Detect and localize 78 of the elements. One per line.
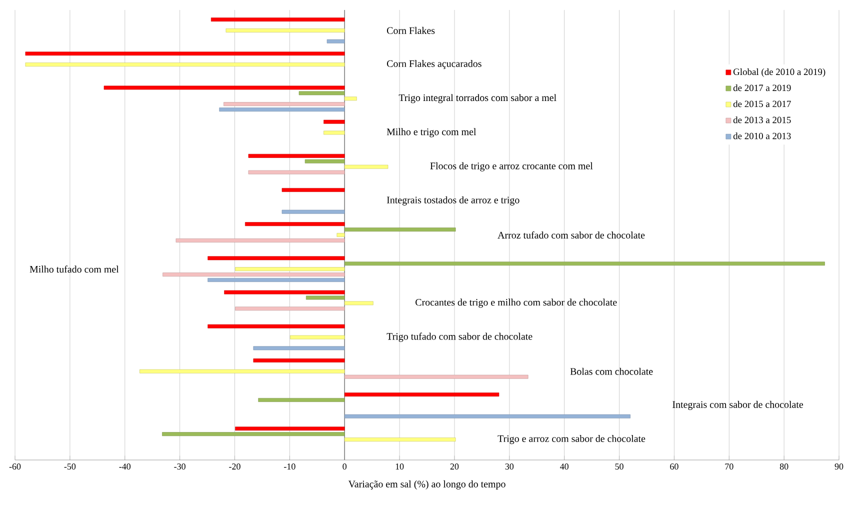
bar xyxy=(224,102,345,106)
bar xyxy=(306,296,345,300)
bar xyxy=(344,262,825,266)
bar xyxy=(104,86,345,90)
y-tick-label: Flocos de trigo e arroz crocante com mel xyxy=(430,162,593,172)
x-tick-label: 50 xyxy=(615,464,624,470)
y-tick-label: Crocantes de trigo e milho com sabor de chocolate xyxy=(416,298,617,308)
bar xyxy=(245,222,345,226)
y-tick-label: Corn Flakes xyxy=(386,26,435,34)
bar xyxy=(235,306,345,311)
x-tick-label: 30 xyxy=(505,464,514,470)
x-tick-label: -30 xyxy=(174,464,186,470)
bar xyxy=(258,398,345,402)
bar xyxy=(253,358,345,362)
x-tick-label: -20 xyxy=(229,464,240,470)
y-tick-label: Milho e trigo com mel xyxy=(386,128,476,138)
legend-label: de 2015 a 2017 xyxy=(733,100,791,108)
y-tick-label: Corn Flakes açucarados xyxy=(386,60,482,70)
bar xyxy=(25,52,345,56)
bar xyxy=(162,272,345,276)
legend-label: Global (de 2010 a 2019) xyxy=(733,68,826,77)
y-tick-label: Milho tufado com mel xyxy=(30,266,119,273)
bar xyxy=(344,392,500,396)
bar xyxy=(324,130,345,135)
bar xyxy=(344,414,630,418)
y-tick-label: Integrais tostados de arroz e trigo xyxy=(386,196,520,206)
y-tick-label: Arroz tufado com sabor de chocolate xyxy=(498,231,645,239)
bar xyxy=(336,233,345,237)
x-tick-label: 40 xyxy=(560,464,568,470)
bar xyxy=(226,28,345,32)
bar xyxy=(344,438,456,442)
x-tick-label: 90 xyxy=(834,464,844,470)
y-tick-label: Bolas com chocolate xyxy=(570,368,653,375)
x-tick-label: 20 xyxy=(450,464,459,470)
y-tick-label: Integrais com sabor de chocolate xyxy=(672,400,804,410)
x-tick-label: -50 xyxy=(64,464,76,470)
x-tick-label: 60 xyxy=(670,464,678,470)
x-tick-label: 70 xyxy=(725,464,734,470)
x-tick-label: 80 xyxy=(780,464,788,470)
x-tick-label: -40 xyxy=(119,464,131,470)
bar xyxy=(290,335,345,340)
bar xyxy=(208,256,345,260)
bar xyxy=(208,278,345,282)
legend-label: de 2013 a 2015 xyxy=(733,116,791,124)
bar xyxy=(344,301,374,306)
bar xyxy=(298,91,345,96)
x-tick-label: -60 xyxy=(9,464,21,470)
x-tick-label: 10 xyxy=(396,464,404,470)
legend-label: de 2017 a 2019 xyxy=(733,84,791,92)
bar xyxy=(304,159,345,164)
bar xyxy=(25,62,345,66)
bar xyxy=(162,432,345,436)
bar xyxy=(248,170,345,174)
bar xyxy=(344,374,528,379)
bar xyxy=(344,164,388,169)
bar xyxy=(219,108,345,112)
y-tick-label: Trigo tufado com sabor de chocolate xyxy=(386,332,532,342)
bar xyxy=(176,238,345,242)
bar xyxy=(282,188,345,192)
bar xyxy=(326,39,345,44)
bar xyxy=(208,324,345,328)
bar xyxy=(248,154,345,158)
x-tick-label: 0 xyxy=(342,464,347,470)
bar xyxy=(282,210,345,214)
bar xyxy=(235,426,345,431)
x-tick-label: -10 xyxy=(284,464,296,470)
bar xyxy=(253,346,345,350)
x-axis-title: Variação em sal (%) ao longo do tempo xyxy=(348,480,506,490)
bar xyxy=(324,120,345,124)
y-tick-label: Trigo integral torrados com sabor a mel xyxy=(398,94,556,104)
bar xyxy=(224,290,345,294)
bar xyxy=(344,228,456,232)
bar xyxy=(235,267,345,272)
legend-label: de 2010 a 2013 xyxy=(733,132,791,140)
bar xyxy=(210,18,345,22)
bar xyxy=(140,369,345,374)
y-tick-label: Trigo e arroz com sabor de chocolate xyxy=(498,434,646,444)
bar xyxy=(344,96,357,101)
